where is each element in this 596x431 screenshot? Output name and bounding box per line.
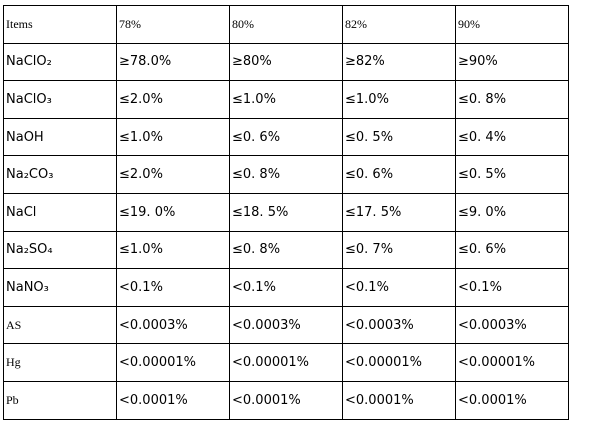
table-cell: <0.1% (342, 268, 456, 307)
table-cell: <0.0001% (229, 380, 343, 420)
spec-table: Items 78% 80% 82% 90% NaClO₂ ≥78.0% ≥80% ≥82% ≥90… (3, 5, 569, 420)
table-row: NaNO₃ <0.1% <0.1% <0.1% <0.1% (3, 268, 569, 307)
table-cell: <0.00001% (342, 343, 456, 382)
table-row: NaOH ≤1.0% ≤0. 6% ≤0. 5% ≤0. 4% (3, 117, 569, 157)
table-cell: ≥78.0% (116, 42, 230, 82)
table-cell: ≥80% (229, 42, 343, 82)
table-cell: <0.0001% (455, 380, 569, 420)
table-row: Pb <0.0001% <0.0001% <0.0001% <0.0001% (3, 380, 569, 420)
table-cell: ≤0. 8% (455, 80, 569, 119)
table-cell: ≥82% (342, 42, 456, 82)
table-row: NaClO₂ ≥78.0% ≥80% ≥82% ≥90% (3, 42, 569, 82)
table-cell: ≤0. 6% (229, 117, 343, 157)
table-cell: ≤1.0% (116, 230, 230, 270)
table-row: NaClO₃ ≤2.0% ≤1.0% ≤1.0% ≤0. 8% (3, 80, 569, 119)
table-cell: ≤0. 5% (455, 155, 569, 194)
table-cell: ≥90% (455, 42, 569, 82)
table-row: AS <0.0003% <0.0003% <0.0003% <0.0003% (3, 305, 569, 345)
table-cell: ≤0. 8% (229, 230, 343, 270)
table-cell: <0.0003% (229, 305, 343, 345)
table-cell: ≤1.0% (116, 117, 230, 157)
table-cell: ≤0. 6% (342, 155, 456, 194)
table-cell: ≤2.0% (116, 155, 230, 194)
table-cell: NaOH (3, 117, 117, 157)
table-cell: <0.00001% (229, 343, 343, 382)
table-cell: NaCl (3, 192, 117, 232)
table-cell: 82% (342, 5, 456, 44)
table-cell: Items (3, 5, 117, 44)
table-cell: Na₂CO₃ (3, 155, 117, 194)
table-row: NaCl ≤19. 0% ≤18. 5% ≤17. 5% ≤9. 0% (3, 192, 569, 232)
table-cell: Na₂SO₄ (3, 230, 117, 270)
table-cell: ≤2.0% (116, 80, 230, 119)
table-cell: AS (3, 305, 117, 345)
table-cell: ≤9. 0% (455, 192, 569, 232)
table-cell: 80% (229, 5, 343, 44)
table-cell: 78% (116, 5, 230, 44)
table-cell: ≤0. 6% (455, 230, 569, 270)
table-cell: <0.00001% (455, 343, 569, 382)
table-cell: Pb (3, 380, 117, 420)
table-cell: NaClO₂ (3, 42, 117, 82)
table-cell: Hg (3, 343, 117, 382)
table-cell: 90% (455, 5, 569, 44)
table-cell: NaNO₃ (3, 268, 117, 307)
table-cell: <0.0001% (116, 380, 230, 420)
table-cell: <0.1% (116, 268, 230, 307)
table-cell: ≤1.0% (342, 80, 456, 119)
table-cell: <0.00001% (116, 343, 230, 382)
table-cell: <0.1% (455, 268, 569, 307)
table-cell: ≤18. 5% (229, 192, 343, 232)
header-row: Items 78% 80% 82% 90% (3, 5, 569, 44)
table-cell: ≤19. 0% (116, 192, 230, 232)
table-cell: <0.0003% (455, 305, 569, 345)
table-cell: <0.0003% (342, 305, 456, 345)
table-row: Na₂SO₄ ≤1.0% ≤0. 8% ≤0. 7% ≤0. 6% (3, 230, 569, 270)
table-cell: ≤0. 8% (229, 155, 343, 194)
table-cell: ≤0. 7% (342, 230, 456, 270)
table-cell: <0.0001% (342, 380, 456, 420)
table-cell: <0.1% (229, 268, 343, 307)
table-cell: <0.0003% (116, 305, 230, 345)
table-row: Hg <0.00001% <0.00001% <0.00001% <0.00001% (3, 343, 569, 382)
table-cell: ≤1.0% (229, 80, 343, 119)
spec-table-container: Items 78% 80% 82% 90% NaClO₂ ≥78.0% ≥80% ≥82% ≥90… (3, 5, 569, 420)
table-cell: ≤0. 5% (342, 117, 456, 157)
table-cell: NaClO₃ (3, 80, 117, 119)
table-row: Na₂CO₃ ≤2.0% ≤0. 8% ≤0. 6% ≤0. 5% (3, 155, 569, 194)
table-cell: ≤0. 4% (455, 117, 569, 157)
table-cell: ≤17. 5% (342, 192, 456, 232)
